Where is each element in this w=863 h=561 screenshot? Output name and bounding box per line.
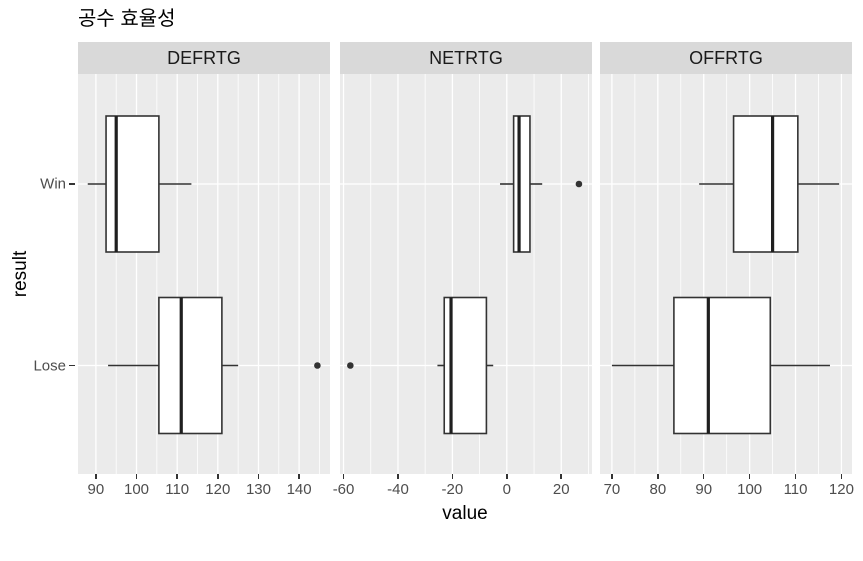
x-tick-label: 70 [603, 481, 621, 498]
x-tick-label: 80 [649, 481, 667, 498]
x-tick-mark [611, 474, 613, 479]
x-tick-mark [217, 474, 219, 479]
x-tick-label: 90 [87, 481, 105, 498]
x-tick-mark [560, 474, 562, 479]
x-tick-label: 140 [286, 481, 312, 498]
x-tick-label: 20 [552, 481, 570, 498]
outlier-point [575, 180, 583, 188]
x-tick-label: -60 [332, 481, 355, 498]
x-tick-label: 100 [737, 481, 763, 498]
x-tick-mark [176, 474, 178, 479]
x-tick-label: -20 [441, 481, 464, 498]
x-tick-mark [657, 474, 659, 479]
outlier-point [347, 362, 354, 369]
x-tick-label: 120 [205, 481, 231, 498]
x-tick-label: 130 [245, 481, 271, 498]
facet-panel-offrtg [600, 74, 852, 474]
y-axis-title: result [10, 250, 31, 298]
y-tick-label-win: Win [40, 175, 66, 193]
x-axis-title: value [442, 503, 488, 524]
x-tick-mark [451, 474, 454, 479]
box-iqr [512, 115, 531, 253]
x-tick-mark [135, 474, 138, 479]
facet-strip-netrtg: NETRTG [340, 42, 592, 74]
x-tick-mark [95, 474, 97, 479]
y-tick-label-lose: Lose [33, 357, 66, 374]
x-tick-label: 110 [165, 481, 190, 498]
facet-strip-defrtg: DEFRTG [78, 42, 330, 74]
x-tick-label: 90 [695, 481, 713, 498]
outlier-point [314, 362, 321, 369]
x-tick-mark [506, 474, 508, 479]
facet-panel-netrtg [340, 74, 592, 474]
box-iqr [105, 115, 160, 253]
x-tick-mark [397, 474, 399, 479]
x-tick-mark [298, 474, 300, 479]
y-tick-mark [69, 364, 75, 367]
x-tick-mark [257, 474, 260, 479]
x-tick-label: 110 [783, 481, 808, 498]
x-tick-mark [702, 474, 705, 479]
x-tick-mark [840, 474, 843, 479]
x-tick-label: -40 [387, 481, 409, 498]
facet-panel-defrtg [78, 74, 330, 474]
x-tick-mark [794, 474, 797, 479]
x-tick-mark [342, 474, 345, 479]
box-iqr [673, 296, 772, 435]
x-tick-mark [748, 474, 751, 479]
chart-title: 공수 효율성 [78, 8, 176, 30]
x-tick-label: 100 [124, 481, 150, 498]
facet-strip-offrtg: OFFRTG [600, 42, 852, 74]
y-tick-mark [69, 183, 75, 185]
x-tick-label: 0 [502, 481, 511, 498]
box-iqr [158, 296, 223, 435]
box-iqr [732, 115, 799, 253]
x-tick-label: 120 [828, 481, 854, 498]
